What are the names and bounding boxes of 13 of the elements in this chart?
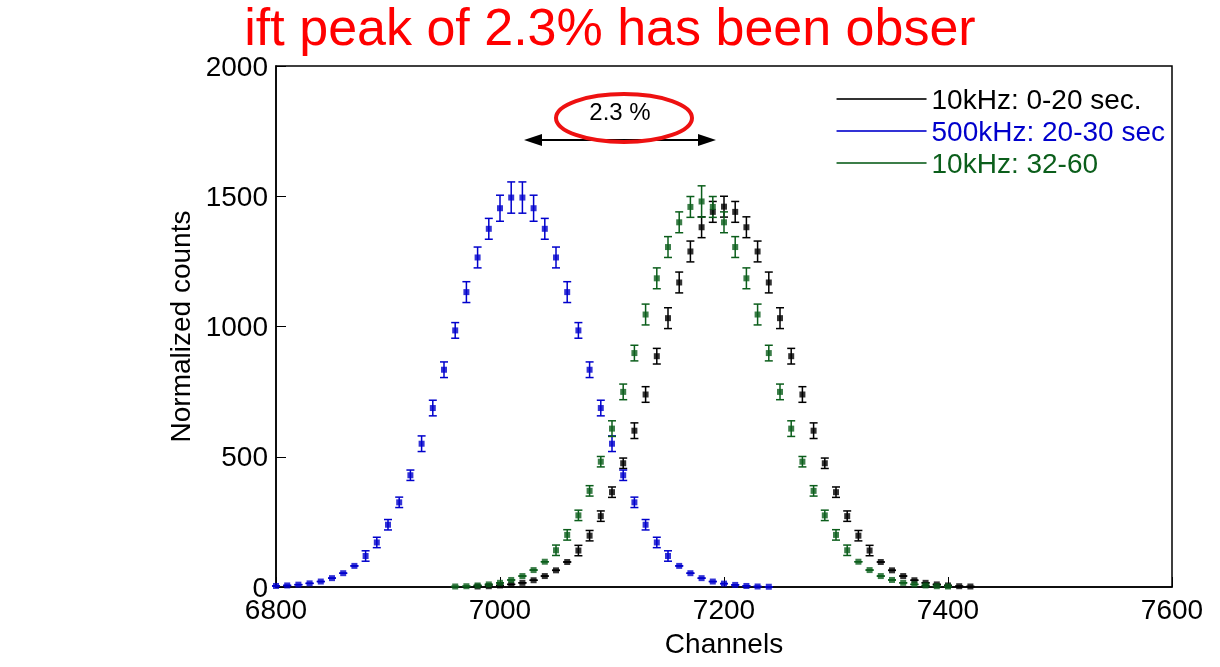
x-tick-label: 7200 [692, 593, 756, 625]
y-tick-label: 1000 [205, 311, 268, 342]
legend-label: 10kHz: 32-60 [931, 147, 1099, 179]
legend-label: 10kHz: 0-20 sec. [931, 83, 1142, 115]
y-tick-label: 500 [221, 441, 268, 473]
y-axis-title: Normalized counts [165, 210, 197, 443]
x-axis-title: Channels [664, 627, 784, 659]
x-tick-label: 7600 [1140, 593, 1204, 625]
annotation: 2.3 % [589, 98, 651, 125]
legend-label: 500kHz: 20-30 sec [931, 115, 1166, 147]
x-tick-label: 7400 [916, 593, 980, 625]
y-tick-label: 1500 [205, 180, 268, 212]
x-tick-label: 7000 [468, 593, 532, 625]
